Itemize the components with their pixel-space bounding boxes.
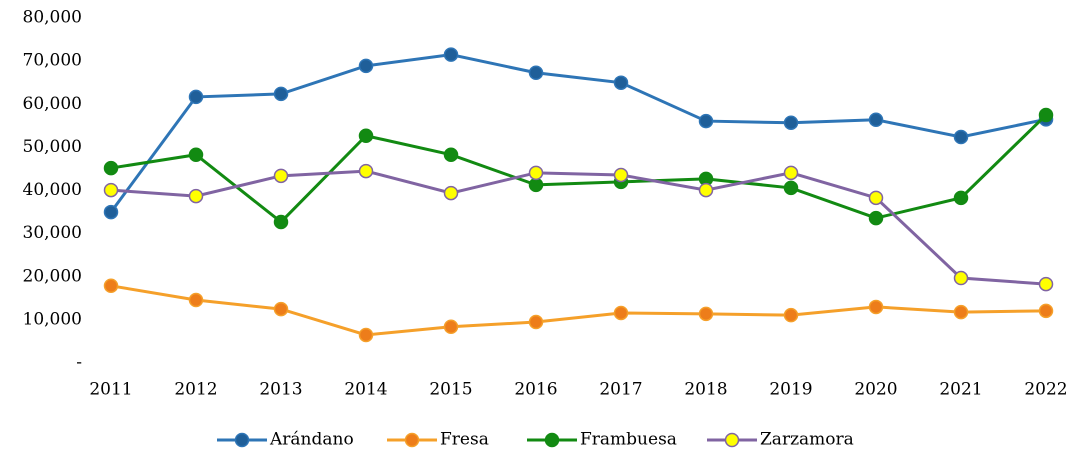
series-line — [110, 169, 1047, 286]
data-point — [273, 86, 289, 102]
legend-label: Fresa — [440, 430, 489, 450]
x-tick-label: 2021 — [939, 380, 982, 400]
legend-label: Zarzamora — [760, 430, 854, 450]
data-point — [103, 182, 119, 198]
data-point — [953, 270, 969, 286]
data-point — [103, 278, 119, 294]
data-point — [273, 301, 289, 317]
x-tick-label: 2020 — [854, 380, 897, 400]
x-tick-label: 2014 — [344, 380, 387, 400]
data-point — [698, 306, 714, 322]
y-tick-label: 40,000 — [23, 180, 82, 200]
data-point — [273, 214, 289, 230]
data-point — [953, 190, 969, 206]
data-point — [528, 314, 544, 330]
data-point — [443, 147, 459, 162]
data-point — [868, 190, 884, 206]
data-point — [868, 299, 884, 315]
data-point — [358, 58, 374, 74]
data-point — [1038, 107, 1054, 123]
data-point — [443, 319, 459, 335]
data-point — [698, 113, 714, 129]
y-tick-label: 20,000 — [23, 266, 82, 286]
data-point — [528, 65, 544, 81]
data-point — [953, 304, 969, 320]
legend-label: Frambuesa — [580, 430, 677, 450]
data-point — [613, 75, 629, 90]
data-point — [358, 327, 374, 343]
data-point — [868, 210, 884, 226]
x-tick-label: 2015 — [429, 380, 472, 400]
data-point — [273, 168, 289, 184]
x-tick-label: 2011 — [89, 380, 132, 400]
x-tick-label: 2016 — [514, 380, 557, 400]
x-tick-label: 2018 — [684, 380, 727, 400]
data-point — [103, 204, 119, 220]
legend-label: Arándano — [269, 430, 354, 450]
legend-marker — [544, 432, 560, 448]
data-point — [188, 89, 204, 105]
data-point — [783, 115, 799, 131]
data-point — [528, 165, 544, 181]
y-tick-label: 70,000 — [23, 51, 82, 71]
data-point — [613, 305, 629, 321]
data-point — [443, 47, 459, 62]
data-point — [1038, 276, 1054, 292]
x-tick-label: 2017 — [599, 380, 642, 400]
legend-marker — [404, 432, 420, 448]
data-point — [358, 128, 374, 143]
data-point — [783, 307, 799, 323]
x-tick-label: 2022 — [1024, 380, 1067, 400]
x-tick-label: 2019 — [769, 380, 812, 400]
legend-marker — [234, 432, 250, 448]
data-point — [783, 180, 799, 196]
data-point — [358, 163, 374, 179]
data-point — [103, 160, 119, 176]
data-point — [188, 188, 204, 204]
y-tick-label: 10,000 — [23, 309, 82, 329]
data-point — [188, 292, 204, 308]
data-point — [868, 112, 884, 128]
data-point — [443, 185, 459, 201]
x-tick-label: 2013 — [259, 380, 302, 400]
legend-marker — [724, 432, 740, 448]
data-point — [953, 129, 969, 145]
series-line — [109, 53, 1047, 213]
data-point — [698, 182, 714, 198]
data-point — [188, 147, 204, 162]
y-tick-label: 60,000 — [23, 94, 82, 114]
x-tick-label: 2012 — [174, 380, 217, 400]
y-tick-label: 50,000 — [23, 137, 82, 157]
y-tick-label: 80,000 — [23, 8, 82, 28]
data-point — [1038, 303, 1054, 319]
data-point — [528, 177, 544, 193]
y-tick-label: - — [76, 353, 82, 373]
data-point — [613, 167, 629, 183]
y-tick-label: 30,000 — [23, 223, 82, 243]
series-line — [110, 113, 1048, 224]
series-line — [110, 284, 1047, 337]
data-point — [783, 165, 799, 181]
